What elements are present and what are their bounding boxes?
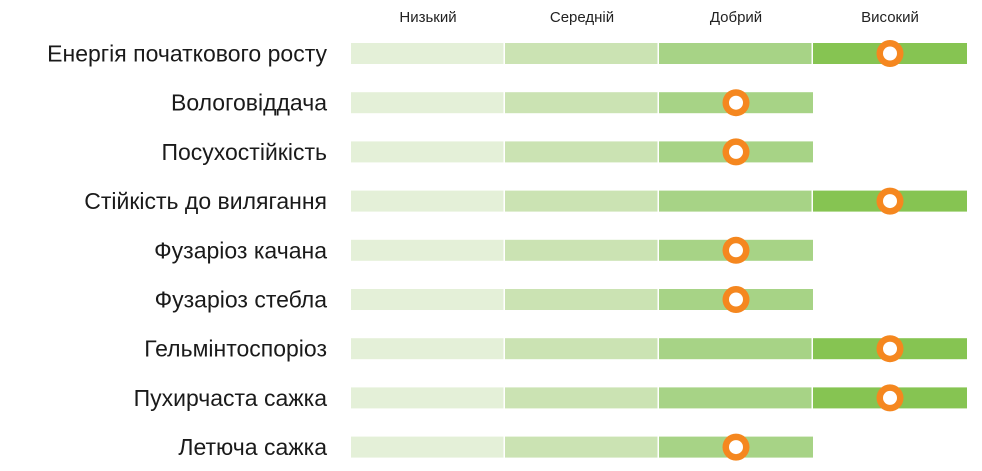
rating-bar-segment [351, 43, 504, 64]
rating-bar-segment [659, 190, 812, 212]
rating-row: Енергія початкового росту [47, 40, 967, 67]
rating-row: Вологовіддача [171, 89, 813, 117]
rating-bar-segment [351, 141, 504, 163]
rating-bar-segment [659, 43, 812, 64]
rating-bar-segment [505, 239, 658, 261]
trait-label: Фузаріоз качана [154, 237, 327, 263]
trait-label: Стійкість до вилягання [84, 188, 327, 214]
level-header: Низький Середній Добрий Високий [399, 9, 918, 26]
rating-marker-center [883, 46, 897, 61]
rating-row: Посухостійкість [161, 138, 813, 166]
trait-label: Летюча сажка [178, 434, 327, 460]
rating-marker-center [729, 144, 743, 159]
rating-bar-segment [351, 289, 504, 310]
trait-label: Вологовіддача [171, 90, 327, 116]
trait-label: Пухирчаста сажка [134, 385, 328, 411]
trait-label: Енергія початкового росту [47, 41, 327, 67]
level-label: Високий [861, 9, 919, 26]
rating-bar-segment [505, 289, 658, 310]
rating-bar-segment [505, 190, 658, 212]
rating-row: Пухирчаста сажка [134, 384, 967, 412]
rating-row: Фузаріоз стебла [155, 286, 813, 313]
trait-label: Фузаріоз стебла [155, 287, 328, 313]
rating-marker-center [883, 390, 897, 405]
rating-bar-segment [351, 387, 504, 409]
rating-bar-segment [505, 92, 658, 114]
rating-row: Стійкість до вилягання [84, 187, 967, 215]
rating-bar-segment [351, 92, 504, 114]
rating-marker-center [729, 243, 743, 258]
rating-marker-center [729, 292, 743, 307]
rating-bar-segment [351, 239, 504, 261]
rating-bar-segment [505, 338, 658, 360]
rating-row: Гельмінтоспоріоз [144, 335, 967, 363]
rating-bar-segment [659, 338, 812, 360]
rating-row: Летюча сажка [178, 433, 813, 461]
rating-rows: Енергія початкового росту Вологовіддача По… [47, 40, 967, 461]
rating-bar-segment [505, 387, 658, 409]
level-label: Середній [550, 9, 614, 26]
rating-bar-segment [505, 43, 658, 64]
rating-marker-center [729, 95, 743, 110]
rating-bar-segment [351, 190, 504, 212]
rating-bar-segment [351, 436, 504, 458]
rating-bar-segment [505, 436, 658, 458]
rating-bar-segment [351, 338, 504, 360]
level-label: Низький [399, 9, 456, 26]
rating-bar-segment [659, 387, 812, 409]
rating-marker-center [883, 194, 897, 209]
rating-marker-center [729, 440, 743, 455]
rating-bar-segment [505, 141, 658, 163]
trait-label: Посухостійкість [161, 139, 327, 165]
level-label: Добрий [710, 9, 762, 26]
rating-row: Фузаріоз качана [154, 236, 813, 264]
trait-label: Гельмінтоспоріоз [144, 336, 327, 362]
rating-marker-center [883, 341, 897, 356]
